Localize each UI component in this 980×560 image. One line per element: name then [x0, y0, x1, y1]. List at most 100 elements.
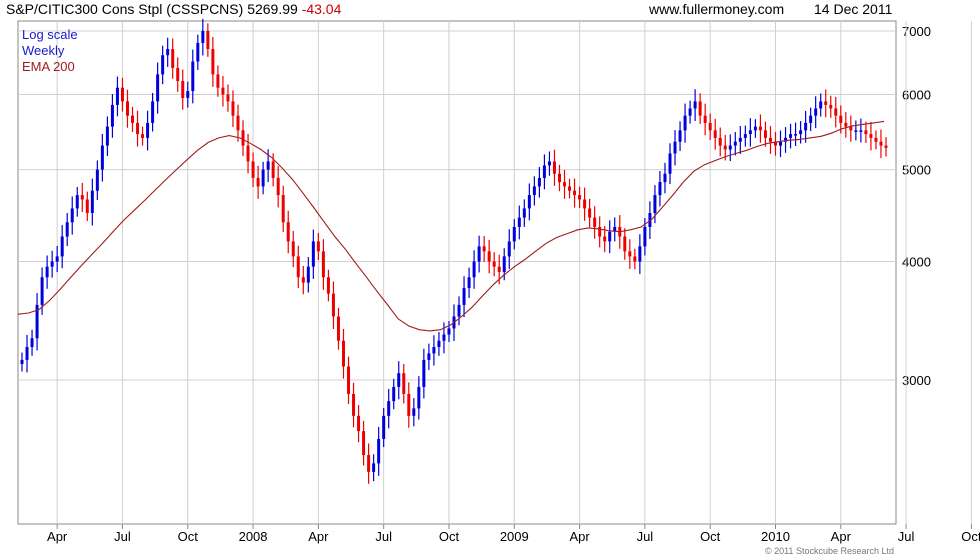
x-tick-label: Jul — [637, 529, 654, 544]
price-bar-body — [598, 226, 602, 237]
price-bar-body — [341, 340, 345, 367]
x-tick-label: Jul — [898, 529, 915, 544]
price-bar-body — [261, 169, 265, 187]
x-tick-label: Apr — [308, 529, 329, 544]
price-bar-body — [402, 373, 406, 394]
last-price: 5269.99 — [247, 1, 298, 17]
price-bar-body — [613, 226, 617, 232]
price-bar-body — [703, 115, 707, 123]
price-bar-body — [718, 137, 722, 146]
price-bar-body — [45, 266, 49, 278]
price-bar-body — [347, 366, 351, 394]
price-bar-body — [296, 256, 300, 278]
price-bar-body — [784, 137, 788, 142]
price-bar-body — [809, 115, 813, 123]
price-bar-body — [20, 359, 24, 365]
price-bar-body — [176, 67, 180, 81]
price-bar-body — [824, 101, 828, 105]
price-bar-body — [738, 137, 742, 142]
price-bar-body — [568, 186, 572, 191]
price-bar-body — [251, 161, 255, 178]
price-bar-body — [593, 217, 597, 227]
price-bar-body — [141, 134, 145, 138]
price-bar-body — [522, 208, 526, 218]
price-bar-body — [146, 122, 150, 138]
x-tick-label: Oct — [178, 529, 199, 544]
price-bar-body — [547, 161, 551, 166]
price-bar-body — [196, 42, 200, 62]
price-bar-body — [151, 101, 155, 123]
price-bar-body — [477, 246, 481, 262]
price-bar-body — [271, 161, 275, 178]
price-bar-body — [527, 195, 531, 209]
price-bar-body — [874, 137, 878, 142]
price-bar-body — [186, 91, 190, 98]
price-bar-body — [372, 463, 376, 472]
price-bar-body — [50, 261, 54, 267]
x-tick-label: Jul — [375, 529, 392, 544]
chart-header: S&P/CITIC300 Cons Stpl (CSSPCNS) 5269.99… — [6, 1, 341, 17]
price-bar-body — [588, 208, 592, 218]
price-bar-body — [442, 334, 446, 341]
price-bar-body — [236, 115, 240, 131]
price-bar-body — [100, 145, 104, 170]
price-bar-body — [884, 145, 888, 148]
price-bar-body — [70, 208, 74, 223]
price-bar-body — [748, 130, 752, 135]
y-tick-label: 4000 — [902, 255, 931, 270]
x-tick-label: Oct — [961, 529, 980, 544]
price-bar-body — [844, 122, 848, 127]
price-bar-body — [407, 393, 411, 416]
price-bar-body — [502, 256, 506, 272]
price-bar-body — [392, 386, 396, 402]
price-bar-body — [110, 104, 114, 127]
price-bar-body — [693, 101, 697, 109]
price-bar-body — [437, 340, 441, 348]
price-bar-body — [688, 108, 692, 116]
price-bar-body — [256, 177, 260, 187]
price-bar-body — [638, 246, 642, 262]
price-bar-body — [105, 126, 109, 146]
y-tick-label: 5000 — [902, 163, 931, 178]
price-bar-body — [216, 74, 220, 88]
price-bar-body — [447, 328, 451, 335]
chart-title: S&P/CITIC300 Cons Stpl (CSSPCNS) — [6, 1, 244, 17]
price-bar-body — [156, 74, 160, 102]
price-bar-body — [467, 277, 471, 289]
price-bar-body — [668, 153, 672, 174]
price-bar-body — [728, 145, 732, 150]
price-bar-body — [879, 141, 883, 146]
price-bar-body — [768, 137, 772, 142]
price-bar-body — [231, 101, 235, 116]
price-bar-body — [352, 393, 356, 416]
price-bar-body — [814, 108, 818, 116]
price-bar-body — [357, 415, 361, 432]
price-bar-body — [136, 122, 140, 135]
x-tick-label: 2010 — [761, 529, 790, 544]
price-bar-body — [35, 304, 39, 339]
price-bar-body — [311, 241, 315, 267]
price-bar-body — [658, 182, 662, 196]
price-bar-body — [839, 115, 843, 123]
price-bar-body — [85, 199, 89, 213]
price-bar-body — [291, 241, 295, 257]
price-bar-body — [171, 49, 175, 68]
price-bar-body — [276, 177, 280, 196]
price-bar-body — [542, 165, 546, 178]
price-bar-body — [301, 277, 305, 283]
legend-log-scale: Log scale — [22, 27, 78, 42]
price-bar-body — [773, 141, 777, 146]
price-bar-body — [336, 316, 340, 341]
price-bar-body — [362, 431, 366, 456]
price-bar-body — [537, 177, 541, 187]
price-bar-body — [206, 31, 210, 50]
price-bar-body — [246, 145, 250, 162]
price-bar-body — [864, 130, 868, 135]
price-bar-body — [583, 199, 587, 209]
price-bar-body — [482, 246, 486, 252]
price-bar-body — [472, 261, 476, 278]
price-bar-body — [125, 101, 129, 116]
price-bar-body — [266, 161, 270, 170]
price-bar-body — [799, 130, 803, 135]
chart-date: 14 Dec 2011 — [814, 1, 893, 17]
